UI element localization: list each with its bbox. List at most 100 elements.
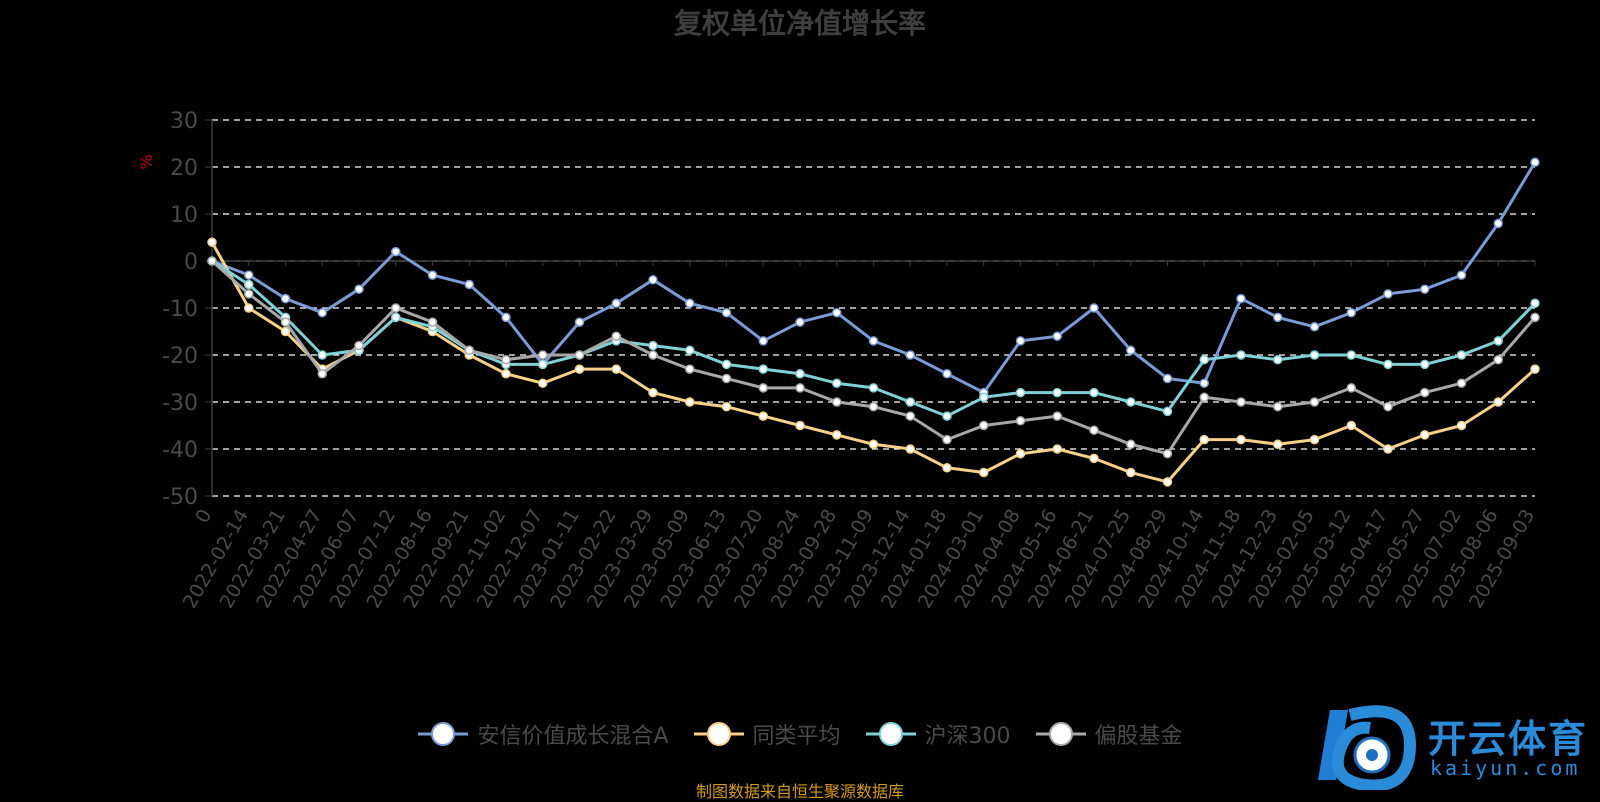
data-point — [868, 401, 879, 412]
data-point — [1162, 448, 1173, 459]
data-point — [868, 439, 879, 450]
data-point — [868, 336, 879, 346]
data-point — [574, 350, 585, 360]
legend-swatch-icon — [693, 722, 744, 746]
data-point — [942, 463, 952, 473]
y-tick-label: -10 — [162, 297, 198, 322]
data-point — [1089, 425, 1099, 435]
data-point — [1199, 392, 1209, 403]
data-point — [1309, 322, 1320, 332]
legend-swatch-icon — [865, 722, 916, 746]
data-point — [905, 397, 915, 407]
data-point — [317, 369, 327, 379]
data-point — [1273, 439, 1283, 450]
data-point — [1052, 411, 1062, 421]
data-point — [1456, 270, 1467, 280]
legend-item[interactable]: 同类平均 — [693, 718, 841, 750]
data-point — [1162, 373, 1173, 384]
data-point — [244, 279, 254, 290]
data-point — [611, 331, 621, 341]
data-point — [942, 369, 952, 379]
logo-domain: kaiyun.com — [1430, 756, 1581, 780]
data-point — [207, 256, 217, 266]
legend-swatch-icon — [418, 722, 469, 746]
y-tick-label: -50 — [162, 485, 198, 510]
data-point — [427, 317, 438, 327]
data-point — [280, 293, 291, 304]
data-point — [1309, 434, 1320, 445]
legend-swatch-icon — [1035, 722, 1086, 746]
data-point — [1346, 350, 1356, 360]
data-point — [648, 340, 658, 351]
axis-layer: 3020100-10-20-30-40-5002022-02-142022-03… — [162, 109, 1539, 612]
data-point — [538, 359, 548, 370]
series-layer — [207, 157, 1540, 487]
data-point — [611, 298, 621, 309]
data-point — [1493, 354, 1503, 365]
data-point — [391, 246, 401, 257]
data-point — [1456, 378, 1467, 388]
y-tick-label: -30 — [162, 391, 198, 416]
data-point — [1236, 293, 1246, 304]
data-point — [1126, 345, 1136, 356]
data-point — [501, 369, 511, 379]
legend-label: 安信价值成长混合A — [477, 724, 669, 749]
legend-item[interactable]: 偏股基金 — [1035, 718, 1183, 750]
data-point — [942, 434, 952, 445]
data-point — [354, 340, 364, 351]
data-point — [905, 411, 915, 421]
data-point — [758, 383, 768, 393]
data-point — [1199, 434, 1209, 445]
data-point — [1493, 218, 1503, 229]
data-point — [1530, 364, 1540, 374]
y-tick-label: 30 — [170, 109, 198, 134]
data-point — [1383, 359, 1393, 370]
data-point — [758, 364, 768, 374]
data-point — [832, 430, 842, 440]
data-point — [648, 275, 658, 285]
data-point — [1236, 434, 1246, 445]
data-point — [427, 270, 438, 280]
legend-label: 同类平均 — [752, 724, 841, 749]
data-point — [1456, 420, 1467, 431]
data-point — [648, 387, 658, 398]
data-point — [979, 420, 989, 431]
data-point — [795, 369, 805, 379]
data-point — [721, 373, 732, 384]
data-point — [1126, 397, 1136, 407]
legend-item[interactable]: 沪深300 — [865, 718, 1011, 750]
data-point — [1309, 350, 1320, 360]
data-point — [1273, 312, 1283, 323]
data-point — [1420, 387, 1430, 398]
data-point — [391, 303, 401, 313]
data-point — [721, 401, 732, 412]
data-point — [280, 326, 291, 337]
legend-item[interactable]: 安信价值成长混合A — [417, 718, 669, 750]
data-point — [868, 383, 879, 393]
legend: 安信价值成长混合A 同类平均 沪深300 偏股基金 — [0, 718, 1600, 750]
y-tick-label: 0 — [184, 250, 198, 275]
data-point — [1162, 406, 1173, 417]
data-point — [1309, 397, 1320, 407]
data-point — [1015, 387, 1026, 398]
data-point — [1126, 467, 1136, 478]
data-point — [1420, 284, 1430, 294]
data-point — [1346, 307, 1356, 318]
data-point — [1126, 439, 1136, 450]
data-point — [795, 383, 805, 393]
data-point — [1199, 354, 1209, 365]
data-point — [1420, 359, 1430, 370]
data-point — [574, 364, 585, 374]
data-point — [1530, 298, 1540, 309]
data-point — [1273, 401, 1283, 412]
logo-mark-icon — [1318, 705, 1417, 792]
data-point — [1052, 444, 1062, 454]
data-point — [244, 270, 254, 280]
data-point — [1273, 354, 1283, 365]
data-point — [648, 350, 658, 360]
data-point — [391, 312, 401, 323]
data-point — [1015, 416, 1026, 426]
data-point — [244, 289, 254, 299]
data-point — [611, 364, 621, 374]
data-point — [1456, 350, 1467, 360]
